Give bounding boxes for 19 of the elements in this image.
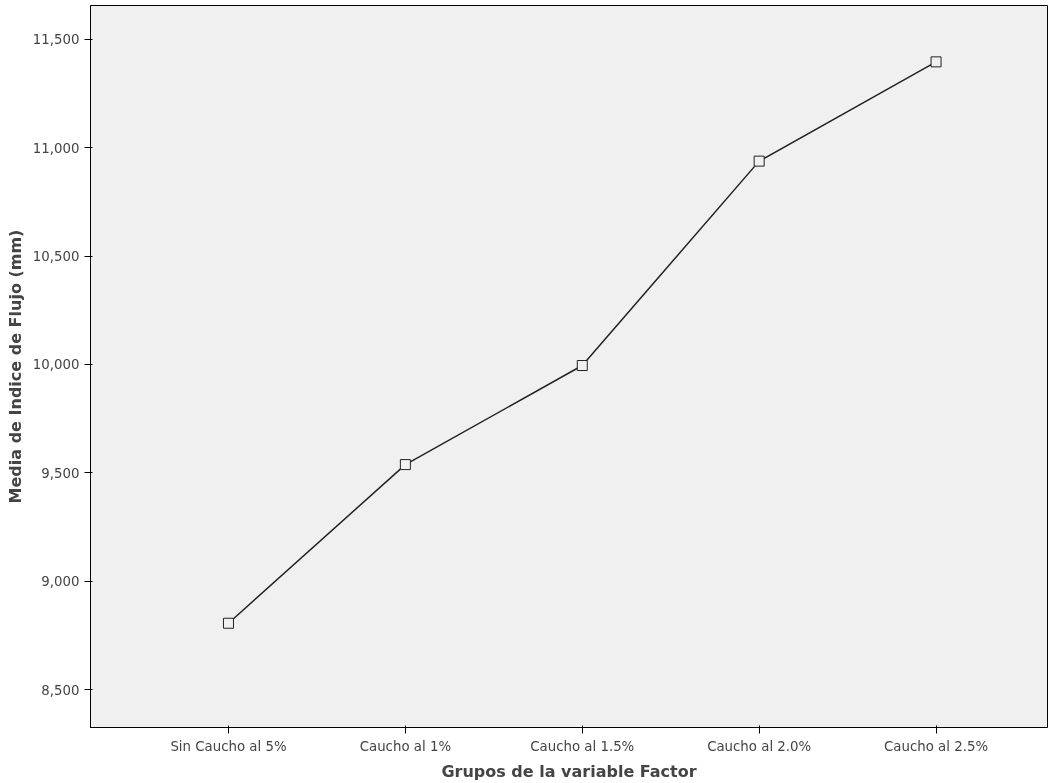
point [753, 155, 765, 167]
y-tick-label: 9,000 [41, 574, 80, 590]
x-tick-label: Caucho al 2.0% [707, 738, 812, 754]
y-axis-title: Media de Indice de Flujo (mm) [5, 229, 25, 504]
y-tick-label: 11,000 [32, 140, 80, 156]
y-tick-label: 9,500 [41, 465, 80, 481]
y-tick-label: 10,500 [32, 249, 80, 265]
x-axis-title: Grupos de la variable Factor [441, 761, 697, 781]
y-tick-label: 10,000 [32, 357, 80, 373]
x-tick-label: Sin Caucho al 5% [170, 738, 287, 754]
y-tick-label: 8,500 [41, 682, 80, 698]
point [399, 459, 411, 471]
point [576, 360, 588, 372]
x-tick-label: Caucho al 1% [359, 738, 452, 754]
point [930, 56, 942, 68]
y-tick-label: 11,500 [32, 32, 80, 48]
x-tick-label: Caucho al 2.5% [884, 738, 989, 754]
x-tick-label: Caucho al 1.5% [530, 738, 635, 754]
point [222, 617, 234, 629]
